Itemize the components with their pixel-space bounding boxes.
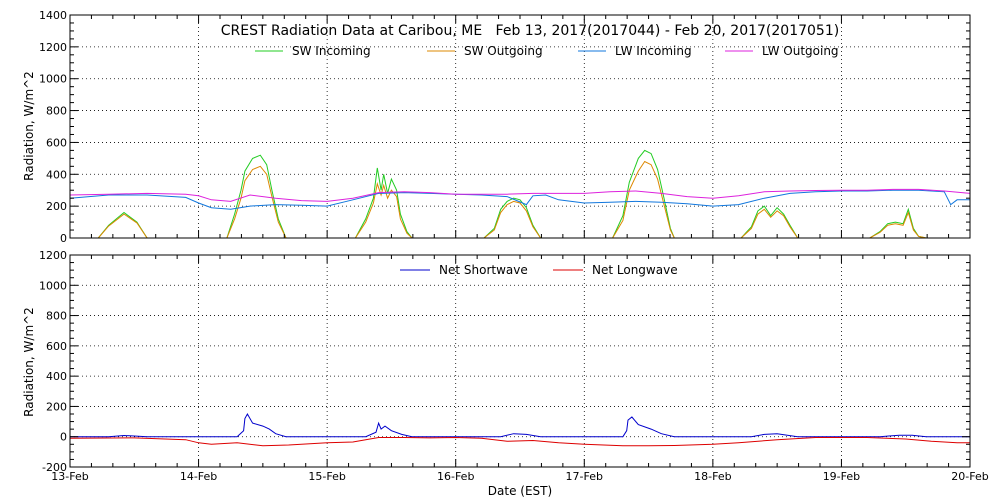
bottom-panel-net-radiation: -200 0 200 400 600 800 1000 1200 13-Feb 14-Feb 15-… [22, 249, 989, 498]
x-tick-label: 16-Feb [437, 470, 474, 483]
x-axis-label: Date (EST) [488, 484, 552, 498]
top-y-tick-label: 600 [46, 136, 67, 149]
series-line-lw-outgoing [69, 188, 971, 202]
chart-title: CREST Radiation Data at Caribou, ME Feb … [221, 23, 839, 39]
bottom-y-tick-label: -200 [42, 461, 67, 474]
top-y-tick-label: 800 [46, 105, 67, 118]
series-line-sw-outgoing [70, 160, 970, 239]
series-line-net-shortwave [70, 412, 970, 438]
bottom-panel-legend: Net Shortwave Net Longwave [400, 263, 678, 277]
legend-label-sw-incoming: SW Incoming [292, 44, 371, 58]
top-panel-series [69, 149, 971, 239]
bottom-y-axis-label: Radiation, W/m^2 [22, 307, 36, 417]
x-tick-label: 19-Feb [823, 470, 860, 483]
top-y-tick-label: 1400 [39, 9, 67, 22]
bottom-y-tick-label: 0 [60, 431, 67, 444]
bottom-y-tick-label: 200 [46, 400, 67, 413]
legend-label-sw-outgoing: SW Outgoing [464, 44, 543, 58]
bottom-panel-series [69, 412, 970, 447]
legend-label-lw-outgoing: LW Outgoing [762, 44, 839, 58]
x-tick-label: 18-Feb [694, 470, 731, 483]
top-panel-legend: SW Incoming SW Outgoing LW Incoming LW Outg… [255, 44, 839, 58]
bottom-y-tick-label: 800 [46, 310, 67, 323]
series-line-sw-incoming [70, 149, 970, 239]
bottom-panel-gridlines [70, 255, 970, 467]
top-y-tick-label: 0 [60, 232, 67, 245]
x-tick-label: 20-Feb [951, 470, 988, 483]
bottom-y-tick-label: 1200 [39, 249, 67, 262]
x-tick-label: 13-Feb [51, 470, 88, 483]
top-panel-ticks: 0 200 400 600 800 1000 1200 1400 [39, 9, 971, 245]
top-y-tick-label: 1200 [39, 41, 67, 54]
top-y-tick-label: 1000 [39, 73, 67, 86]
top-y-axis-label: Radiation, W/m^2 [22, 71, 36, 181]
bottom-y-tick-label: 600 [46, 340, 67, 353]
legend-label-lw-incoming: LW Incoming [615, 44, 692, 58]
legend-label-net-longwave: Net Longwave [592, 263, 678, 277]
top-y-tick-label: 400 [46, 168, 67, 181]
x-tick-label: 14-Feb [180, 470, 217, 483]
bottom-y-tick-label: 400 [46, 370, 67, 383]
legend-label-net-shortwave: Net Shortwave [439, 263, 528, 277]
series-line-net-longwave [69, 436, 970, 447]
x-tick-label: 15-Feb [308, 470, 345, 483]
x-tick-label: 17-Feb [566, 470, 603, 483]
bottom-panel-ticks: -200 0 200 400 600 800 1000 1200 13-Feb 14-Feb 15-… [39, 249, 989, 483]
series-line-lw-incoming [69, 189, 970, 210]
bottom-y-tick-label: 1000 [39, 279, 67, 292]
top-panel-radiation-components: 0 200 400 600 800 1000 1200 1400 CREST Radiatio… [22, 9, 971, 245]
top-y-tick-label: 200 [46, 200, 67, 213]
